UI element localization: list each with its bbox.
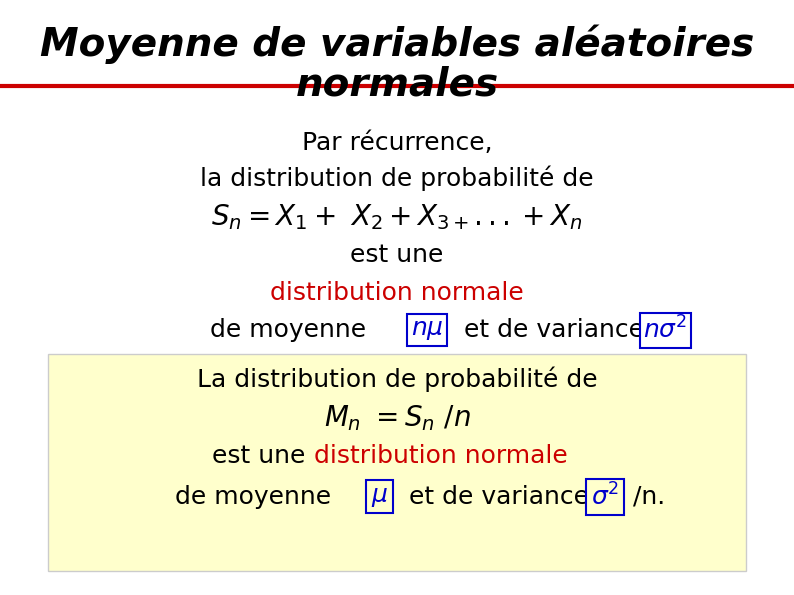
- Text: Moyenne de variables aléatoires: Moyenne de variables aléatoires: [40, 25, 754, 64]
- Text: est une: est une: [212, 444, 314, 468]
- Text: normales: normales: [295, 65, 499, 104]
- Text: et de variance: et de variance: [409, 485, 589, 509]
- FancyBboxPatch shape: [48, 354, 746, 571]
- Text: $n\mu$: $n\mu$: [410, 318, 444, 342]
- Text: $n\sigma^2$: $n\sigma^2$: [643, 317, 688, 344]
- Text: de moyenne: de moyenne: [175, 485, 331, 509]
- Text: /n.: /n.: [633, 485, 665, 509]
- Text: la distribution de probabilité de: la distribution de probabilité de: [200, 166, 594, 191]
- Text: $\sigma^2$: $\sigma^2$: [591, 483, 619, 511]
- Text: est une: est une: [350, 243, 444, 267]
- Text: de moyenne: de moyenne: [210, 318, 367, 342]
- Text: $S_n=X_1+\ X_2+X_{3+}...+X_n$: $S_n=X_1+\ X_2+X_{3+}...+X_n$: [211, 202, 583, 232]
- Text: Par récurrence,: Par récurrence,: [302, 131, 492, 155]
- Text: $\mu$: $\mu$: [371, 485, 388, 509]
- Text: La distribution de probabilité de: La distribution de probabilité de: [197, 367, 597, 392]
- Text: $M_n\ =S_n\ /n$: $M_n\ =S_n\ /n$: [323, 403, 471, 433]
- Text: et de variance: et de variance: [464, 318, 645, 342]
- Text: distribution normale: distribution normale: [314, 444, 568, 468]
- Text: distribution normale: distribution normale: [270, 281, 524, 305]
